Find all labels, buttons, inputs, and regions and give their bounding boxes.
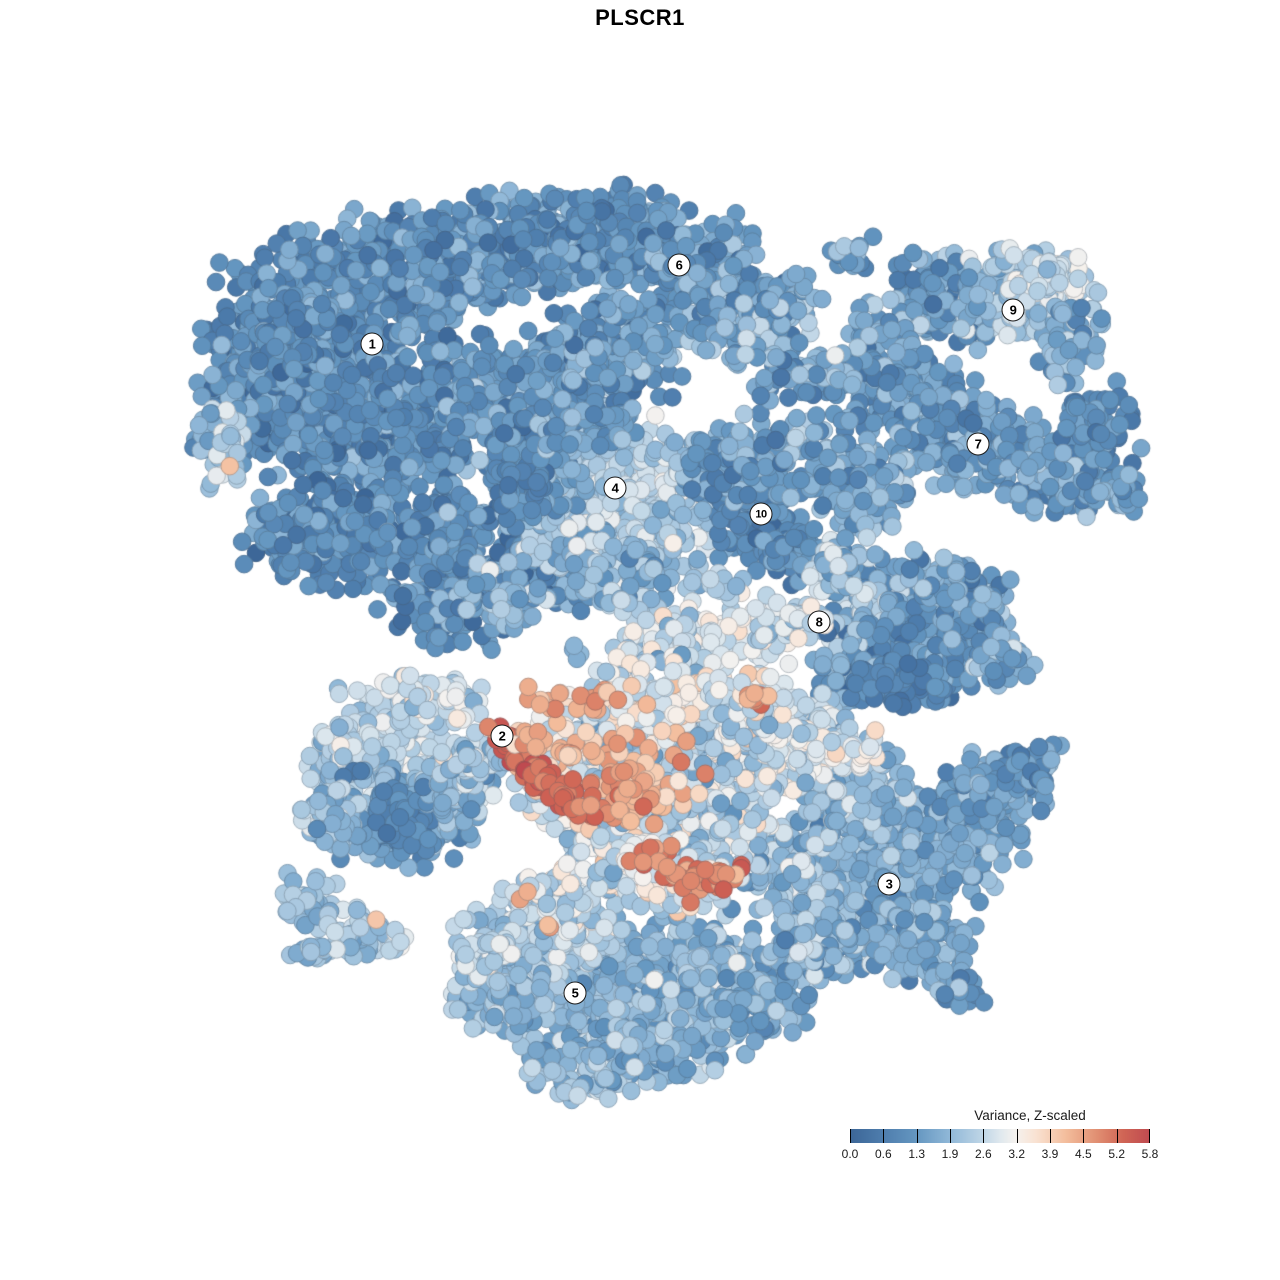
colorbar-tick-label: 0.6 xyxy=(874,1147,892,1161)
colorbar-tick-label: 4.5 xyxy=(1074,1147,1092,1161)
colorbar-title: Variance, Z-scaled xyxy=(974,1108,1086,1123)
colorbar-tick-line xyxy=(850,1129,851,1143)
colorbar-legend: Variance, Z-scaled 0.0 0.6 1.3 1.9 2.6 3.2 3.9… xyxy=(842,1108,1159,1163)
cluster-badge-7: 7 xyxy=(966,432,990,456)
colorbar-tick-labels: 0.0 0.6 1.3 1.9 2.6 3.2 3.9 4.5 5.2 5.8 xyxy=(842,1147,1159,1163)
colorbar-tick-line xyxy=(983,1129,985,1143)
colorbar-tick-line xyxy=(1049,1129,1051,1143)
colorbar xyxy=(850,1129,1150,1143)
colorbar-tick-line xyxy=(1016,1129,1018,1143)
colorbar-tick-label: 5.2 xyxy=(1108,1147,1125,1161)
cluster-badge-5: 5 xyxy=(563,981,587,1005)
colorbar-tick-line xyxy=(883,1129,885,1143)
colorbar-tick-label: 3.9 xyxy=(1041,1147,1059,1161)
cluster-badge-2: 2 xyxy=(490,724,514,748)
cluster-badge-6: 6 xyxy=(667,253,691,277)
colorbar-tick-line xyxy=(1149,1129,1150,1143)
colorbar-tick-label: 5.8 xyxy=(1141,1147,1159,1161)
colorbar-tick-line xyxy=(1116,1129,1118,1143)
colorbar-tick-line xyxy=(949,1129,951,1143)
colorbar-tick-label: 3.2 xyxy=(1008,1147,1025,1161)
colorbar-tick-line xyxy=(916,1129,918,1143)
cluster-badge-4: 4 xyxy=(603,476,627,500)
cluster-badge-1: 1 xyxy=(360,332,384,356)
cluster-badge-10: 10 xyxy=(749,502,773,526)
cluster-badge-9: 9 xyxy=(1001,298,1025,322)
cluster-badge-8: 8 xyxy=(807,610,831,634)
colorbar-tick-label: 1.3 xyxy=(908,1147,925,1161)
cluster-badge-3: 3 xyxy=(877,872,901,896)
colorbar-tick-label: 1.9 xyxy=(941,1147,959,1161)
colorbar-tick-label: 0.0 xyxy=(841,1147,859,1161)
colorbar-tick-label: 2.6 xyxy=(974,1147,992,1161)
colorbar-tick-line xyxy=(1083,1129,1085,1143)
